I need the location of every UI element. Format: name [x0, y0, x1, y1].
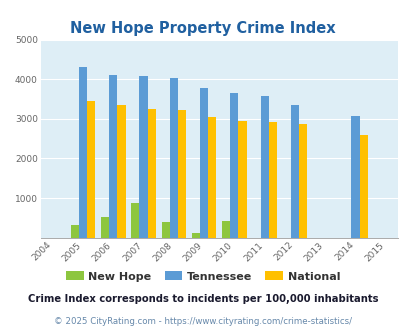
Bar [169, 78, 177, 238]
Bar [161, 222, 169, 238]
Bar [200, 88, 208, 238]
Bar [268, 122, 276, 238]
Bar [177, 111, 185, 238]
Bar [208, 117, 216, 238]
Bar [79, 67, 87, 238]
Bar [70, 225, 79, 238]
Bar [109, 75, 117, 238]
Bar [290, 105, 298, 238]
Legend: New Hope, Tennessee, National: New Hope, Tennessee, National [66, 271, 339, 281]
Text: © 2025 CityRating.com - https://www.cityrating.com/crime-statistics/: © 2025 CityRating.com - https://www.city… [54, 317, 351, 326]
Bar [351, 116, 359, 238]
Bar [131, 203, 139, 238]
Bar [260, 96, 268, 238]
Bar [147, 109, 156, 238]
Bar [359, 135, 367, 238]
Bar [139, 76, 147, 238]
Text: Crime Index corresponds to incidents per 100,000 inhabitants: Crime Index corresponds to incidents per… [28, 294, 377, 304]
Bar [101, 217, 109, 238]
Bar [230, 93, 238, 238]
Bar [117, 105, 125, 238]
Bar [298, 123, 307, 238]
Bar [222, 220, 230, 238]
Bar [87, 101, 95, 238]
Bar [238, 121, 246, 238]
Text: New Hope Property Crime Index: New Hope Property Crime Index [70, 21, 335, 36]
Bar [192, 233, 200, 238]
